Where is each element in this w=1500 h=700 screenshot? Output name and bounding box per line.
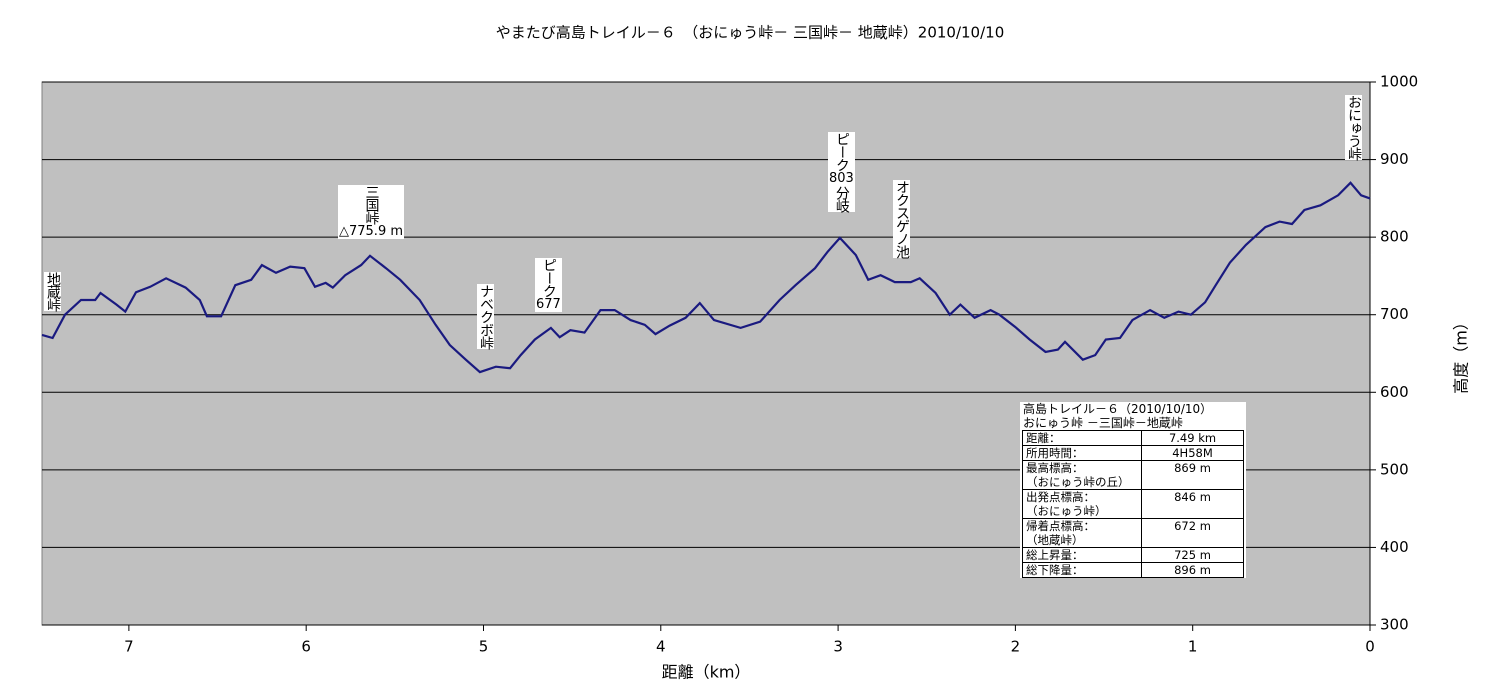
info-label: 総下降量：: [1022, 562, 1142, 578]
y-tick-label: 700: [1380, 305, 1409, 323]
annotation-text: ピーク: [540, 258, 557, 297]
info-label: 距離：: [1022, 430, 1142, 446]
annotation-text: 677: [536, 297, 561, 312]
info-value: 4H58M: [1141, 445, 1244, 461]
info-label-line: 距離：: [1026, 431, 1061, 445]
info-label-line: 帰着点標高：: [1026, 519, 1095, 533]
info-label: 最高標高： （おにゅう峠の丘）: [1022, 460, 1142, 490]
info-label-line: 総上昇量：: [1026, 548, 1084, 562]
info-label-line: 出発点標高：: [1026, 490, 1095, 504]
info-value: 672 m: [1141, 518, 1244, 548]
info-value: 7.49 km: [1141, 430, 1244, 446]
annotation: ピーク 677: [535, 258, 562, 312]
info-value: 846 m: [1141, 489, 1244, 519]
info-value: 896 m: [1141, 562, 1244, 578]
info-label-line: 最高標高：: [1026, 461, 1084, 475]
info-label-line: （おにゅう峠の丘）: [1026, 475, 1130, 489]
annotation: オクスゲノ池: [893, 180, 910, 258]
info-row: 総上昇量： 725 m: [1022, 547, 1244, 563]
y-tick-label: 800: [1380, 228, 1409, 246]
info-row: 帰着点標高： （地蔵峠） 672 m: [1022, 518, 1244, 548]
info-title: おにゅう峠 －三国峠－地蔵峠: [1023, 416, 1183, 430]
x-tick-label: 1: [1188, 638, 1198, 656]
y-tick-label: 600: [1380, 383, 1409, 401]
info-label: 帰着点標高： （地蔵峠）: [1022, 518, 1142, 548]
y-tick-label: 500: [1380, 460, 1409, 478]
info-label-line: 総下降量：: [1026, 563, 1084, 577]
info-value: 869 m: [1141, 460, 1244, 490]
annotation-text: 803: [829, 171, 854, 186]
annotation: おにゅう峠: [1345, 95, 1362, 160]
info-row: 出発点標高： （おにゅう峠） 846 m: [1022, 489, 1244, 519]
annotation: ナベクボ峠: [477, 284, 494, 349]
info-row: 所用時間： 4H58M: [1022, 445, 1244, 461]
x-tick-label: 5: [479, 638, 489, 656]
info-row: 総下降量： 896 m: [1022, 562, 1244, 578]
chart-title: やまたび高島トレイル－６ （おにゅう峠－ 三国峠－ 地蔵峠）2010/10/10: [496, 24, 1005, 42]
annotation: 三国峠 △775.9 m: [338, 185, 405, 239]
x-tick-label: 0: [1365, 638, 1375, 656]
x-tick-label: 6: [301, 638, 311, 656]
info-label-line: （地蔵峠）: [1026, 533, 1084, 547]
annotation-text: 地蔵峠: [45, 272, 61, 311]
info-box: 高島トレイル－６（2010/10/10） おにゅう峠 －三国峠－地蔵峠 距離： 7.4…: [1020, 402, 1246, 578]
y-tick-label: 400: [1380, 538, 1409, 556]
info-label: 総上昇量：: [1022, 547, 1142, 563]
info-title: 高島トレイル－６（2010/10/10）: [1023, 402, 1213, 416]
info-label: 所用時間：: [1022, 445, 1142, 461]
info-label-line: 所用時間：: [1026, 446, 1084, 460]
y-tick-label: 1000: [1380, 73, 1418, 91]
y-axis-label: 高度（m）: [1452, 314, 1471, 394]
info-label: 出発点標高： （おにゅう峠）: [1022, 489, 1142, 519]
annotation-text: 三国峠: [363, 185, 380, 224]
x-tick-label: 4: [656, 638, 666, 656]
annotation-text: オクスゲノ池: [894, 180, 910, 258]
info-row: 距離： 7.49 km: [1022, 430, 1244, 446]
annotation: 地蔵峠: [44, 272, 61, 311]
y-tick-label: 900: [1380, 150, 1409, 168]
x-tick-label: 7: [124, 638, 134, 656]
y-tick-label: 300: [1380, 616, 1409, 634]
annotation-text: △775.9 m: [339, 224, 404, 239]
x-axis-label: 距離（km）: [662, 663, 751, 682]
annotation-text: おにゅう峠: [1346, 95, 1362, 160]
x-tick-label: 3: [833, 638, 843, 656]
info-row: 最高標高： （おにゅう峠の丘） 869 m: [1022, 460, 1244, 490]
annotation-text: 分岐: [833, 186, 850, 212]
elevation-line: [41, 181, 1371, 374]
info-label-line: （おにゅう峠）: [1026, 504, 1107, 518]
annotation-text: ピーク: [833, 132, 850, 171]
annotation-text: ナベクボ峠: [478, 284, 494, 349]
info-value: 725 m: [1141, 547, 1244, 563]
x-tick-label: 2: [1011, 638, 1021, 656]
annotation: ピーク 803 分岐: [828, 132, 855, 212]
